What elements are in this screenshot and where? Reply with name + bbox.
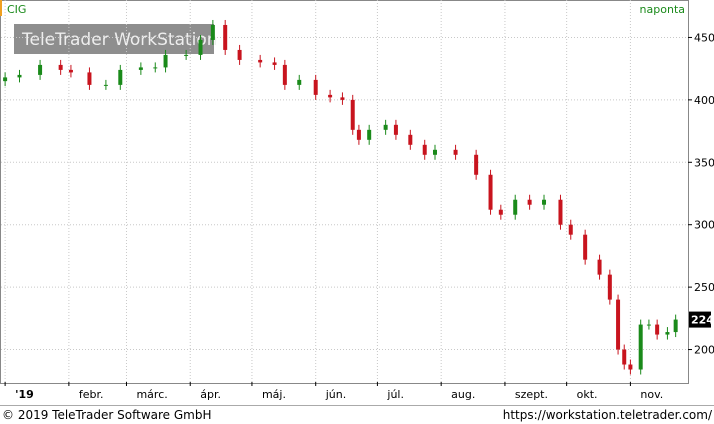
last-price-box [689,311,711,328]
x-tick-label: ápr. [200,388,221,401]
candle-body [184,54,189,56]
candle-body [513,199,518,215]
x-tick-label: szept. [515,388,548,401]
candle-body [607,274,612,300]
footer-left: © 2019 TeleTrader Software GmbH [2,408,212,422]
plot-frame [0,0,689,384]
candle-body [367,129,372,140]
y-tick-label: 300 [694,219,714,232]
candle-body [433,149,438,155]
candle-body [17,74,22,78]
candle-body [673,319,678,333]
candle-body [340,97,345,100]
candle-body [527,199,532,205]
candle-body [272,62,277,65]
y-tick-label: 200 [694,344,714,357]
candle-body [153,67,158,69]
candle-body [393,124,398,135]
x-tick-label: jún. [325,388,347,401]
candle-body [488,174,493,210]
y-tick-label: 250 [694,281,714,294]
candle-body [474,154,479,175]
accent [0,0,2,16]
x-tick-label: márc. [136,388,167,401]
candle-body [198,39,203,55]
candle-body [163,54,168,68]
x-tick-label: júl. [386,388,404,401]
candle-body [453,149,458,155]
candle-body [583,234,588,260]
candle-body [597,259,602,275]
candle-body [498,209,503,215]
candle-body [655,324,660,335]
candle-body [237,49,242,60]
candle-body [282,64,287,85]
candle-body [622,349,627,365]
candle-body [646,324,651,326]
candle-body [297,79,302,85]
candle-body [68,69,73,73]
candle-body [210,24,215,40]
candle-body [568,224,573,235]
candle-body [616,299,621,350]
candle-body [542,199,547,205]
candle-body [628,364,633,370]
candle-body [223,24,228,50]
candle-body [638,324,643,370]
candle-body [258,59,263,63]
candle-body [356,129,361,140]
candle-body [558,199,563,225]
candle-body [350,99,355,130]
candle-body [665,332,670,335]
watermark: TeleTrader WorkStation [21,30,218,50]
candle-body [138,67,143,70]
candle-body [103,84,108,86]
x-tick-label: máj. [262,388,286,401]
candle-body [383,124,388,130]
y-tick-label: 400 [694,94,714,107]
candle-body [408,134,413,145]
y-tick-label: 450 [694,31,714,44]
last-price: 224 [691,314,714,327]
footer-right: https://workstation.teletrader.com/ [503,408,713,422]
candle-body [313,79,318,95]
y-tick-label: 350 [694,156,714,169]
watermark-box [14,24,214,54]
interval: naponta [640,3,685,16]
candle-body [3,77,8,82]
x-tick-label: '19 [15,388,34,401]
candle-body [118,69,123,85]
candle-body [58,64,63,70]
x-tick-label: aug. [451,388,475,401]
x-tick-label: nov. [640,388,663,401]
x-tick-label: febr. [79,388,104,401]
candle-body [87,72,92,85]
candle-body [38,64,43,75]
candle-body [328,94,333,98]
chart-title: CIG [7,3,26,16]
x-tick-label: okt. [577,388,598,401]
candle-body [422,144,427,155]
